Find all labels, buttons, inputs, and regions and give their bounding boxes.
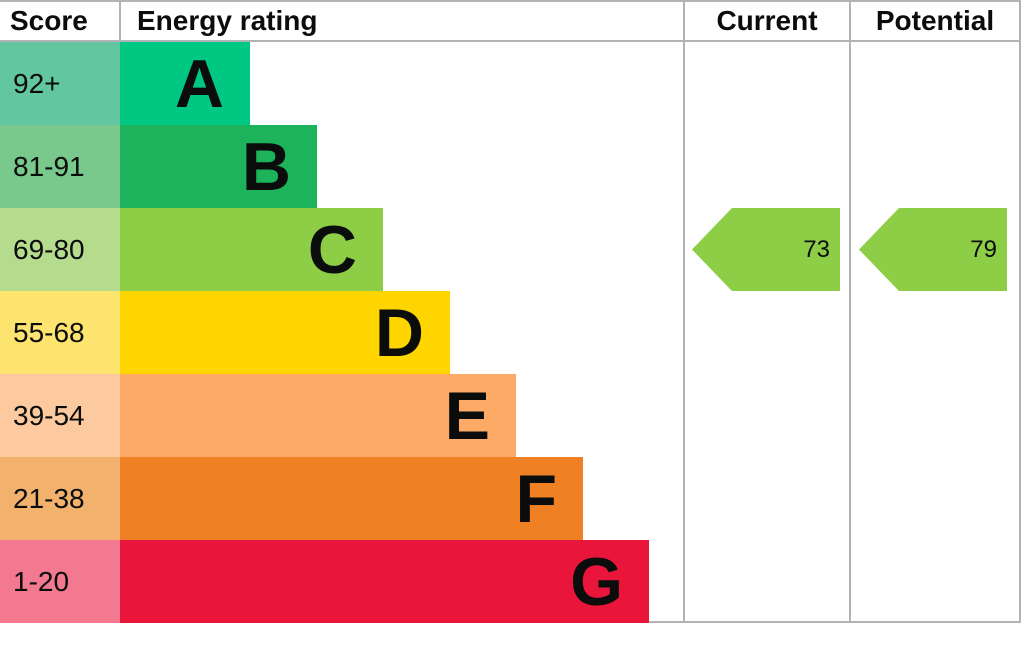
band-row-b: 81-91 B (0, 125, 683, 208)
potential-rating-left-arrow-icon: 79 (859, 208, 1007, 291)
score-range-e: 39-54 (0, 374, 120, 457)
current-rating-left-arrow-icon: 73 (692, 208, 840, 291)
band-row-c: 69-80 C (0, 208, 683, 291)
band-row-f: 21-38 F (0, 457, 683, 540)
energy-rating-column-header: Energy rating (137, 5, 318, 36)
score-range-a: 92+ (0, 42, 120, 125)
band-row-a: 92+ A (0, 42, 683, 125)
current-column-header: Current (716, 5, 818, 36)
current-rating-value: 73 (803, 235, 830, 263)
score-range-d: 55-68 (0, 291, 120, 374)
potential-column-header: Potential (875, 5, 995, 36)
current-column-divider (683, 0, 685, 623)
score-range-f: 21-38 (0, 457, 120, 540)
band-bar-c: C (120, 208, 383, 291)
header-divider-line (0, 40, 1021, 42)
band-bar-e: E (120, 374, 516, 457)
band-row-e: 39-54 E (0, 374, 683, 457)
score-range-g: 1-20 (0, 540, 120, 623)
score-range-b: 81-91 (0, 125, 120, 208)
band-row-g: 1-20 G (0, 540, 683, 623)
band-bar-d: D (120, 291, 450, 374)
band-bar-g: G (120, 540, 649, 623)
energy-efficiency-chart: Score Energy rating Current Potential 92… (0, 0, 1021, 623)
top-border-line (0, 0, 1021, 2)
score-column-divider (119, 0, 121, 40)
right-border-line (1019, 0, 1021, 623)
band-bar-a: A (120, 42, 250, 125)
band-bar-b: B (120, 125, 317, 208)
potential-rating-value: 79 (970, 235, 997, 263)
score-range-c: 69-80 (0, 208, 120, 291)
band-bar-f: F (120, 457, 583, 540)
band-rows: 92+ A 81-91 B 69-80 C 55-68 D 39-54 E 21… (0, 42, 683, 623)
band-row-d: 55-68 D (0, 291, 683, 374)
score-column-header: Score (10, 5, 88, 36)
potential-column-divider (849, 0, 851, 623)
